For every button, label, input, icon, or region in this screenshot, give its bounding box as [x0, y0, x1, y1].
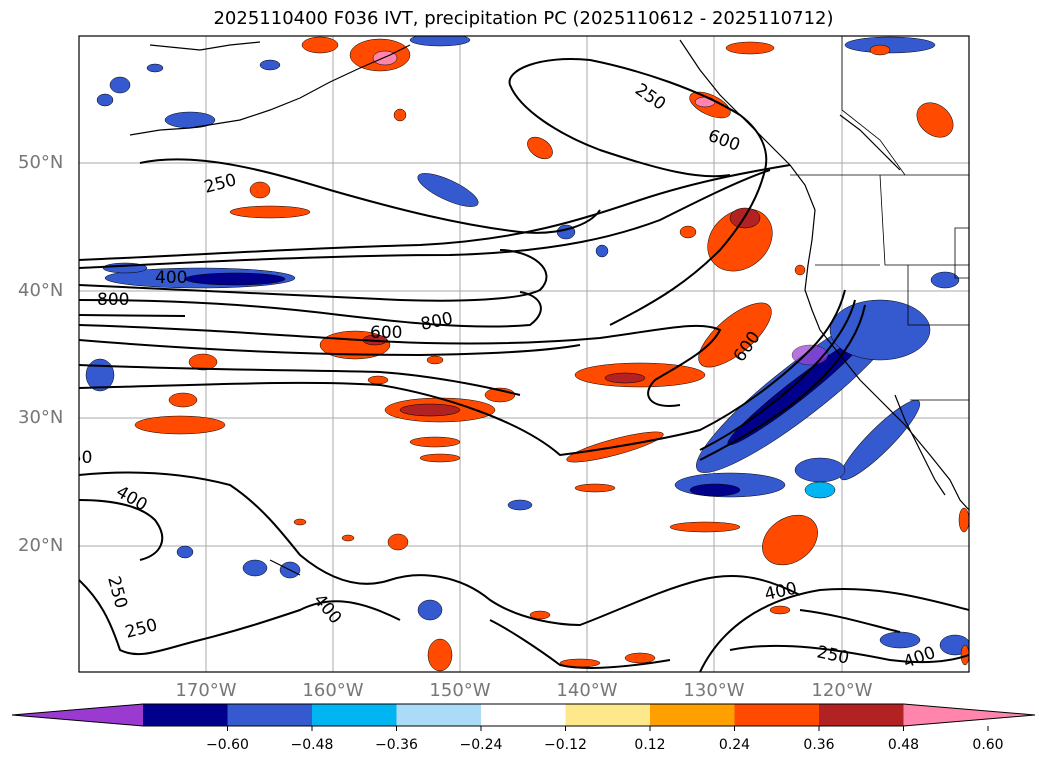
lon-label: 160°W: [302, 680, 364, 701]
colorbar-segment: [819, 704, 904, 726]
map-title: 2025110400 F036 IVT, precipitation PC (2…: [213, 8, 834, 29]
colorbar-tick-label: 0.24: [718, 737, 751, 753]
colorbar-segment: [227, 704, 313, 726]
colorbar-tick-label: 0.36: [803, 737, 835, 753]
political-borders: [790, 36, 969, 401]
colorbar-segment: [565, 704, 651, 726]
colorbar-tick-label: −0.12: [544, 737, 587, 753]
colorbar-extend-min: [12, 704, 143, 726]
colorbar-segment: [734, 704, 820, 726]
lat-label: 30°N: [18, 407, 64, 428]
lat-label: 20°N: [18, 535, 64, 556]
ivt-precip-map: 250 400 600 800 800 400 600 800 600 250 …: [60, 35, 970, 673]
lon-label: 130°W: [683, 680, 745, 701]
lon-label: 120°W: [811, 680, 873, 701]
contour-label: 600: [370, 323, 402, 343]
lon-label: 150°W: [429, 680, 491, 701]
map-frame: [78, 35, 970, 673]
colorbar-outline: [11, 703, 1036, 727]
colorbar-segment: [143, 704, 228, 726]
colorbar-tick-label: −0.36: [375, 737, 418, 753]
lon-label: 170°W: [175, 680, 237, 701]
colorbar-segment: [481, 704, 566, 726]
lon-label: 140°W: [556, 680, 618, 701]
colorbar-tick-label: 0.12: [634, 737, 666, 753]
colorbar-tick-label: 0.60: [972, 737, 1004, 753]
colorbar-tick-label: 0.48: [887, 737, 920, 753]
colorbar-extend-max: [903, 704, 1035, 726]
colorbar-tick-label: −0.48: [290, 737, 334, 753]
colorbar-segment: [650, 704, 735, 726]
contour-label: 400: [155, 268, 187, 288]
lat-label: 40°N: [18, 280, 64, 301]
lat-label: 50°N: [18, 152, 64, 173]
colorbar-tick-label: −0.60: [206, 737, 249, 753]
positive-precip-areas: [134, 36, 969, 672]
colorbar-tick-label: −0.24: [459, 737, 503, 753]
contour-label: 250: [60, 448, 92, 468]
colorbar-segment: [396, 704, 482, 726]
colorbar: [11, 703, 1036, 731]
ivt-contours: [79, 58, 969, 672]
contour-label: 800: [97, 290, 129, 310]
colorbar-segment: [312, 704, 397, 726]
